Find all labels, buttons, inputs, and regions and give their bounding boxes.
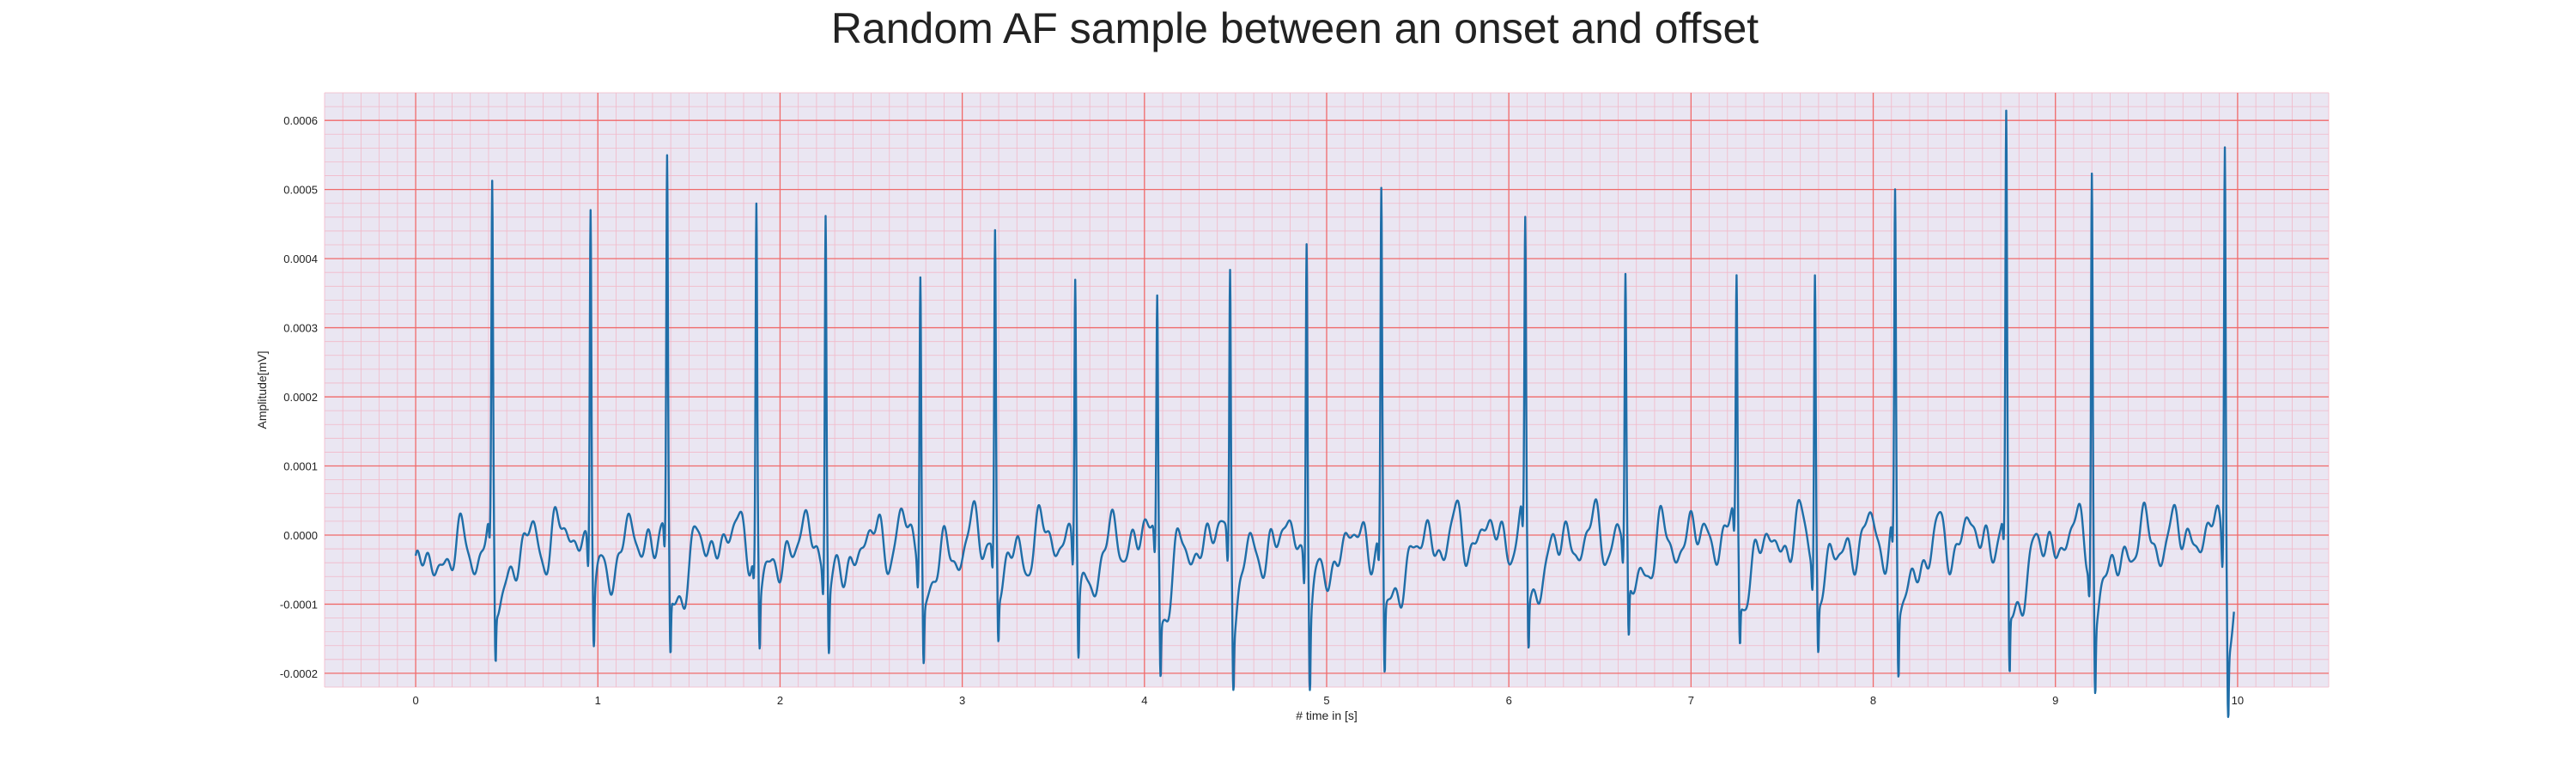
x-tick-label: 2 (777, 694, 783, 707)
y-tick-label: 0.0005 (283, 184, 318, 197)
x-tick-label: 5 (1323, 694, 1329, 707)
y-tick-label: 0.0006 (283, 114, 318, 127)
y-tick-label: -0.0002 (280, 667, 318, 680)
y-tick-label: 0.0000 (283, 529, 318, 542)
y-tick-label: -0.0001 (280, 598, 318, 611)
x-tick-label: 4 (1141, 694, 1147, 707)
y-tick-label: 0.0003 (283, 322, 318, 335)
x-axis-ticks: 0 1 2 3 4 5 6 7 8 9 10 (412, 694, 2244, 707)
chart-title: Random AF sample between an onset and of… (831, 4, 1759, 52)
x-tick-label: 10 (2232, 694, 2244, 707)
x-tick-label: 1 (595, 694, 601, 707)
y-tick-label: 0.0001 (283, 460, 318, 473)
x-axis-label: # time in [s] (1296, 709, 1358, 722)
ecg-series-line (414, 109, 2235, 718)
x-tick-label: 8 (1870, 694, 1876, 707)
y-tick-label: 0.0004 (283, 253, 318, 265)
major-grid (325, 93, 2329, 687)
x-tick-label: 6 (1506, 694, 1512, 707)
x-tick-label: 9 (2052, 694, 2058, 707)
x-tick-label: 3 (959, 694, 965, 707)
plot-area (324, 92, 2330, 718)
y-axis-label: Amplitude[mV] (255, 350, 269, 429)
x-tick-label: 0 (412, 694, 418, 707)
y-axis-ticks: -0.0002 -0.0001 0.0000 0.0001 0.0002 0.0003 0.… (280, 114, 318, 680)
x-tick-label: 7 (1688, 694, 1694, 707)
y-tick-label: 0.0002 (283, 391, 318, 404)
